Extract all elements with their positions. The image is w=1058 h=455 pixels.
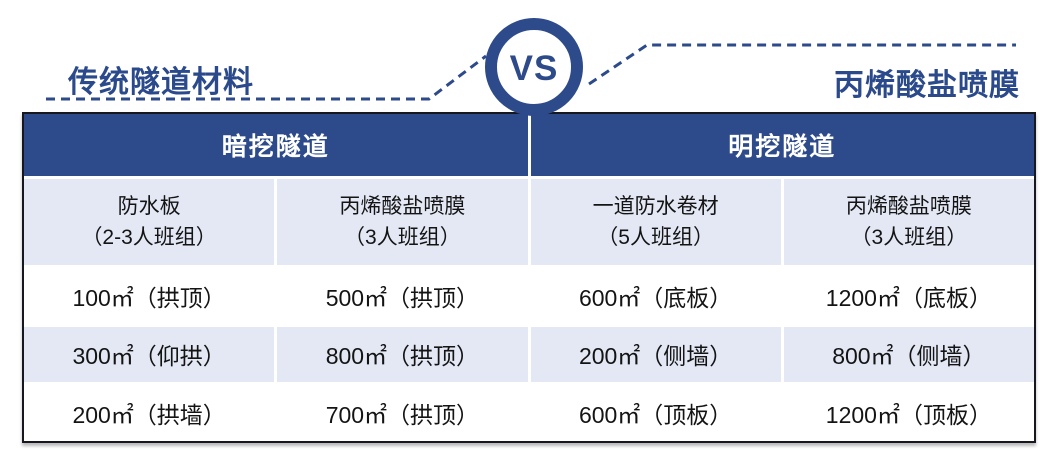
column-header-acrylate-membrane-1: 丙烯酸盐喷膜 （3人班组）: [277, 179, 528, 265]
column-header-waterproof-roll: 一道防水卷材 （5人班组）: [530, 179, 781, 265]
group-header-open-cut-tunnel: 明挖隧道: [530, 114, 1034, 176]
crew-size: （3人班组）: [344, 226, 461, 249]
table-cell: 200㎡（拱墙）: [24, 385, 275, 441]
group-header-mined-tunnel: 暗挖隧道: [24, 114, 528, 176]
table-cell: 1200㎡（顶板）: [783, 385, 1034, 441]
table-cell: 300㎡（仰拱）: [24, 326, 275, 383]
crew-size: （3人班组）: [850, 226, 968, 249]
column-header-waterproof-board: 防水板 （2-3人班组）: [24, 179, 275, 265]
table-cell: 600㎡（顶板）: [530, 385, 781, 441]
table-cell: 200㎡（侧墙）: [530, 326, 781, 383]
right-title: 丙烯酸盐喷膜: [834, 69, 1020, 102]
left-title: 传统隧道材料: [68, 66, 254, 99]
table-cell: 1200㎡（底板）: [783, 268, 1034, 324]
material-name: 防水板: [117, 195, 181, 218]
material-name: 丙烯酸盐喷膜: [845, 195, 972, 218]
material-name: 一道防水卷材: [592, 195, 719, 218]
vs-badge-label: VS: [510, 49, 559, 88]
crew-size: （2-3人班组）: [81, 226, 217, 249]
table-cell: 600㎡（底板）: [530, 268, 781, 324]
table-cell: 500㎡（拱顶）: [277, 268, 528, 324]
vs-badge-circle: [485, 18, 583, 116]
material-name: 丙烯酸盐喷膜: [339, 195, 466, 218]
table-cell: 700㎡（拱顶）: [277, 385, 528, 441]
comparison-table: 暗挖隧道 明挖隧道 防水板 （2-3人班组） 丙烯酸盐喷膜 （3人班组） 一道防…: [22, 112, 1036, 443]
column-header-acrylate-membrane-2: 丙烯酸盐喷膜 （3人班组）: [783, 179, 1034, 265]
table-cell: 800㎡（拱顶）: [277, 326, 528, 383]
table-cell: 800㎡（侧墙）: [783, 326, 1034, 383]
crew-size: （5人班组）: [597, 226, 714, 249]
header-divider: [527, 114, 531, 176]
table-cell: 100㎡（拱顶）: [24, 268, 275, 324]
